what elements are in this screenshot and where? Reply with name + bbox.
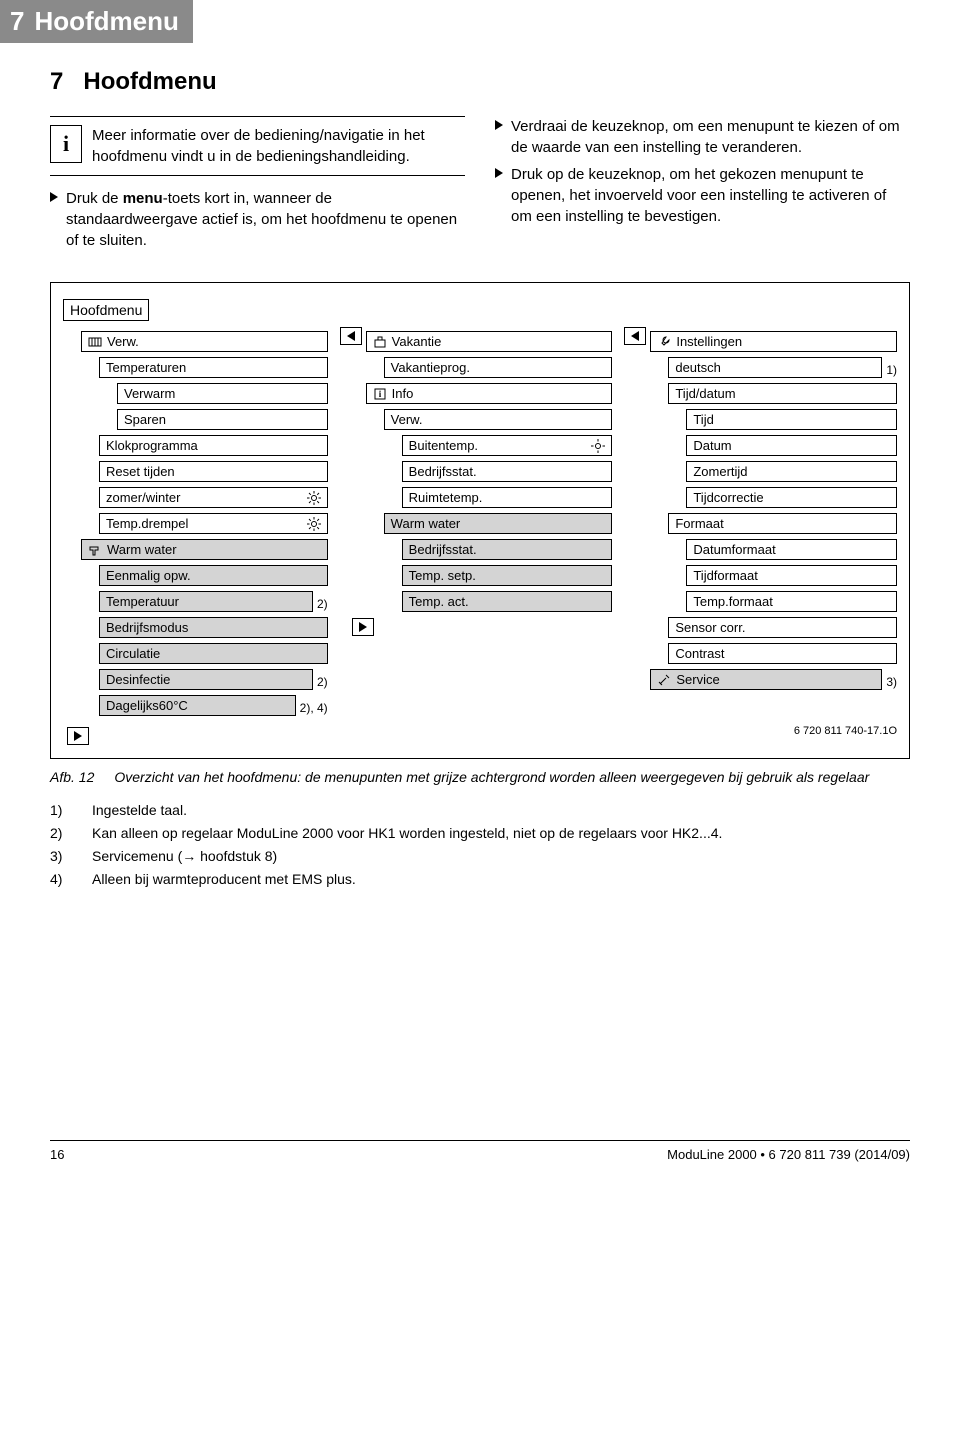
intro-right-bullet-1: Verdraai de keuzeknop, om een menupunt t… [511, 116, 910, 158]
diagram-column-2: Vakantie Vakantieprog. i Info Verw. Buit… [348, 331, 613, 637]
intro-right-column: Verdraai de keuzeknop, om een menupunt t… [495, 116, 910, 257]
arrow-right-icon [352, 618, 374, 636]
annotation: 2), 4) [300, 701, 328, 715]
info-icon: i [50, 125, 82, 163]
diagram-column-3: Instellingen deutsch 1) Tijd/datum Tijd D… [632, 331, 897, 737]
node-deutsch: deutsch [668, 357, 882, 378]
node-verwarm: Verwarm [117, 383, 328, 404]
annotation: 1) [886, 363, 897, 377]
page-header: 7 Hoofdmenu [0, 0, 910, 43]
node-tijdcorrectie: Tijdcorrectie [686, 487, 897, 508]
node-datumformaat: Datumformaat [686, 539, 897, 560]
tap-icon [88, 543, 102, 557]
node-bedrijfsstat-1: Bedrijfsstat. [402, 461, 613, 482]
header-number: 7 [10, 6, 24, 36]
node-warm-water: Warm water [81, 539, 328, 560]
menu-diagram: Hoofdmenu Verw. Temperaturen Verwarm Spa… [50, 282, 910, 759]
node-circulatie: Circulatie [99, 643, 328, 664]
node-zomer-winter: zomer/winter [99, 487, 328, 508]
sun-icon [307, 517, 321, 531]
node-datum: Datum [686, 435, 897, 456]
node-temp-drempel: Temp.drempel [99, 513, 328, 534]
node-reset-tijden: Reset tijden [99, 461, 328, 482]
node-vakantie: Vakantie [366, 331, 613, 352]
intro-left-bullet: Druk de menu-toets kort in, wanneer de s… [66, 188, 465, 251]
node-ruimtetemp: Ruimtetemp. [402, 487, 613, 508]
node-info-verw: Verw. [384, 409, 613, 430]
node-desinfectie: Desinfectie [99, 669, 313, 690]
node-sensor-corr: Sensor corr. [668, 617, 897, 638]
radiator-icon [88, 335, 102, 349]
annotation: 3) [886, 675, 897, 689]
node-sparen: Sparen [117, 409, 328, 430]
sun-icon [307, 491, 321, 505]
annotation: 2) [317, 675, 328, 689]
node-temp-setp: Temp. setp. [402, 565, 613, 586]
node-warm-water-info: Warm water [384, 513, 613, 534]
node-klokprogramma: Klokprogramma [99, 435, 328, 456]
info-icon: i [373, 387, 387, 401]
page-number: 16 [50, 1147, 64, 1162]
node-dagelijks60: Dagelijks60°C [99, 695, 296, 716]
intro-right-bullet-2: Druk op de keuzeknop, om het gekozen men… [511, 164, 910, 227]
annotation: 2) [317, 597, 328, 611]
doc-reference: ModuLine 2000 • 6 720 811 739 (2014/09) [667, 1147, 910, 1162]
arrow-left-icon [340, 327, 362, 345]
bullet-icon [495, 120, 503, 130]
node-bedrijfsmodus: Bedrijfsmodus [99, 617, 328, 638]
bullet-icon [495, 168, 503, 178]
node-bedrijfsstat-2: Bedrijfsstat. [402, 539, 613, 560]
node-vakantieprog: Vakantieprog. [384, 357, 613, 378]
diagram-reference: 6 720 811 740-17.1O [632, 725, 897, 737]
node-instellingen: Instellingen [650, 331, 897, 352]
diagram-column-1: Verw. Temperaturen Verwarm Sparen Klokpr… [63, 331, 328, 746]
node-tempformaat: Temp.formaat [686, 591, 897, 612]
header-title: Hoofdmenu [34, 6, 178, 36]
diagram-root: Hoofdmenu [63, 299, 149, 321]
figure-caption: Afb. 12 Overzicht van het hoofdmenu: de … [50, 769, 910, 785]
node-temperatuur: Temperatuur [99, 591, 313, 612]
svg-text:i: i [378, 389, 381, 399]
node-buitentemp: Buitentemp. [402, 435, 613, 456]
tools-icon [657, 673, 671, 687]
section-heading: 7 Hoofdmenu [50, 68, 910, 96]
node-tijd-datum: Tijd/datum [668, 383, 897, 404]
info-text: Meer informatie over de bediening/naviga… [92, 125, 465, 167]
node-tijdformaat: Tijdformaat [686, 565, 897, 586]
page-footer: 16 ModuLine 2000 • 6 720 811 739 (2014/0… [50, 1140, 910, 1162]
node-tijd: Tijd [686, 409, 897, 430]
wrench-icon [657, 335, 671, 349]
arrow-right-icon [67, 727, 89, 745]
footnotes: 1)Ingestelde taal. 2)Kan alleen op regel… [50, 800, 910, 890]
node-service: Service [650, 669, 882, 690]
node-eenmalig-opw: Eenmalig opw. [99, 565, 328, 586]
arrow-left-icon [624, 327, 646, 345]
node-zomertijd: Zomertijd [686, 461, 897, 482]
bullet-icon [50, 192, 58, 202]
suitcase-icon [373, 335, 387, 349]
node-temperaturen: Temperaturen [99, 357, 328, 378]
intro-left-column: i Meer informatie over de bediening/navi… [50, 116, 465, 257]
node-verw: Verw. [81, 331, 328, 352]
node-formaat: Formaat [668, 513, 897, 534]
sun-icon [591, 439, 605, 453]
node-temp-act: Temp. act. [402, 591, 613, 612]
node-info: i Info [366, 383, 613, 404]
node-contrast: Contrast [668, 643, 897, 664]
